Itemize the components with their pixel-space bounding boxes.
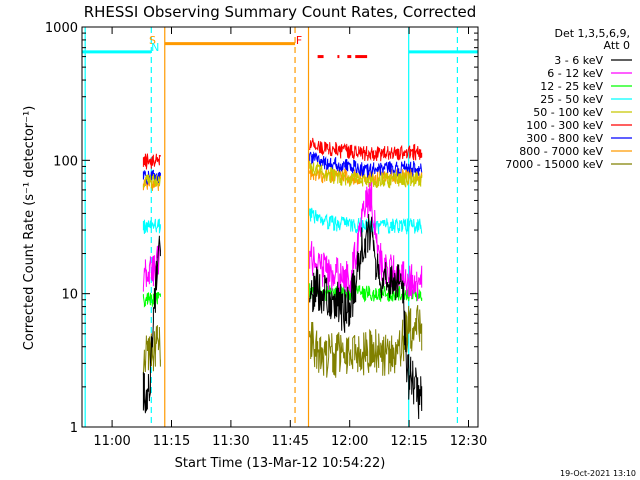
series-trace (309, 213, 423, 420)
frame-layer: 11:00 11:15 11:30 11:45 12:00 12:15 12:30 1 10 10… (45, 21, 487, 449)
plot-frame (81, 26, 479, 428)
series-layer (82, 50, 478, 420)
series-trace (309, 151, 423, 178)
timestamp: 19-Oct-2021 13:10 (560, 469, 636, 478)
legend-label: 800 - 7000 keV (519, 145, 603, 158)
series-trace (142, 153, 161, 170)
chart-title: RHESSI Observing Summary Count Rates, Co… (84, 3, 477, 21)
x-tick-label: 12:15 (390, 434, 427, 449)
series-trace (142, 218, 161, 235)
legend-header: Det 1,3,5,6,9, (554, 27, 630, 40)
legend-label: 6 - 12 keV (547, 67, 603, 80)
x-tick-label: 11:45 (272, 434, 309, 449)
annotation-label: F (296, 34, 302, 47)
legend-label: 12 - 25 keV (540, 80, 603, 93)
series-trace (309, 182, 423, 301)
x-tick-label: 11:15 (153, 434, 190, 449)
series-trace (142, 235, 161, 414)
legend-label: 100 - 300 keV (526, 119, 603, 132)
annotation-label: N (151, 41, 159, 54)
annotation-label: S (149, 34, 156, 47)
legend-label: 25 - 50 keV (540, 93, 603, 106)
y-tick-label: 10 (61, 288, 78, 303)
legend-label: 300 - 800 keV (526, 132, 603, 145)
y-tick-label: 1 (70, 421, 78, 436)
x-tick-label: 11:30 (212, 434, 249, 449)
legend-header: Att 0 (604, 39, 630, 52)
x-tick-label: 11:00 (93, 434, 130, 449)
legend-label: 3 - 6 keV (554, 54, 603, 67)
y-tick-label: 100 (53, 154, 78, 169)
series-trace (142, 174, 161, 189)
series-trace (309, 160, 423, 189)
y-tick-label: 1000 (45, 21, 78, 36)
legend-label: 50 - 100 keV (533, 106, 603, 119)
legend-label: 7000 - 15000 keV (505, 158, 603, 171)
series-trace (309, 207, 423, 235)
series-trace (142, 325, 161, 376)
x-axis-label: Start Time (13-Mar-12 10:54:22) (175, 456, 386, 471)
series-trace (142, 291, 161, 308)
y-axis-label: Corrected Count Rate (s⁻¹ detector⁻¹) (22, 106, 37, 351)
x-tick-label: 12:00 (331, 434, 368, 449)
series-trace (309, 137, 423, 162)
x-tick-label: 12:30 (450, 434, 487, 449)
series-trace (309, 305, 423, 378)
